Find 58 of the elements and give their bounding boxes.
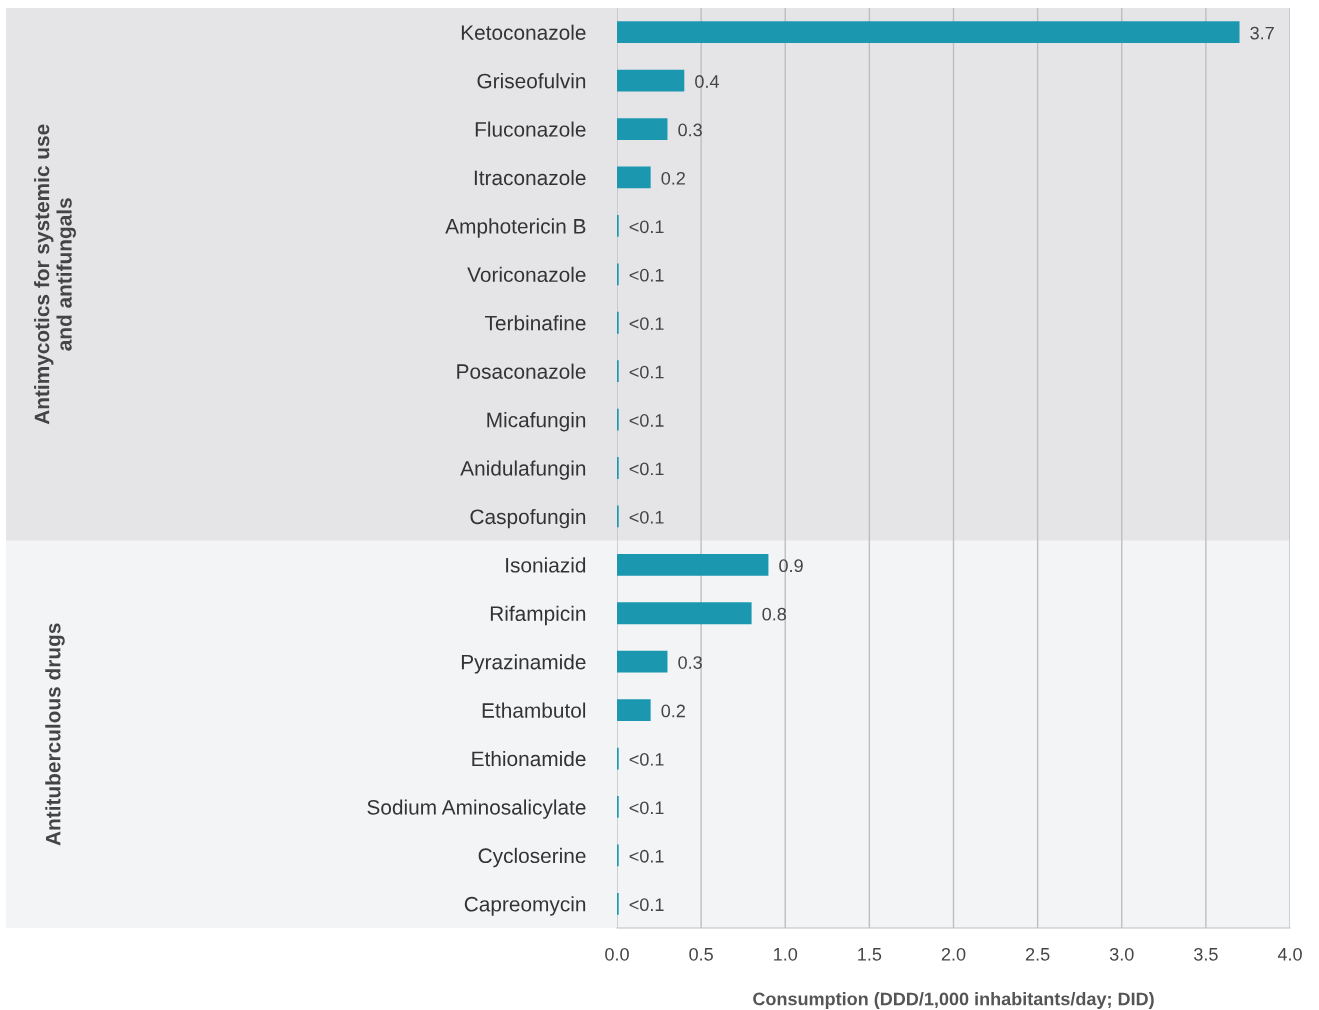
data-label: <0.1	[629, 365, 664, 379]
y-tick-label: Voriconazole	[467, 266, 586, 283]
data-label: 0.4	[695, 75, 719, 88]
y-tick-label: Posaconazole	[457, 363, 586, 379]
data-label: <0.1	[629, 414, 664, 427]
bar	[617, 553, 769, 576]
data-label: 0.8	[762, 607, 787, 621]
data-label: <0.1	[629, 510, 664, 524]
y-tick-label: Capreomycin	[464, 896, 586, 916]
data-label: 0.3	[678, 123, 702, 137]
data-label: <0.1	[629, 849, 664, 863]
y-tick-label: Terbinafine	[485, 315, 586, 331]
x-tick-label: 3.0	[1109, 947, 1134, 961]
x-axis-title: Consumption (DDD/1,000 inhabitants/day; DID)	[753, 992, 1154, 1009]
y-tick-label: Ethionamide	[472, 750, 586, 767]
y-tick-label: Anidulafungin	[460, 460, 586, 480]
y-tick-label: Ethambutol	[482, 702, 586, 718]
bar	[617, 166, 651, 189]
bar	[617, 69, 685, 92]
y-tick-label: Ketoconazole	[461, 24, 586, 40]
y-tick-label: Caspofungin	[470, 508, 586, 529]
data-label: 0.2	[661, 171, 685, 185]
data-label: <0.1	[629, 462, 664, 476]
y-tick-label: Pyrazinamide	[461, 654, 586, 674]
data-label: <0.1	[629, 753, 664, 766]
band-label: Antimycotics for systemic use and antifungals	[34, 124, 76, 425]
data-label: 0.9	[779, 559, 803, 573]
data-label: <0.1	[629, 898, 664, 912]
y-tick-label: Sodium Aminosalicylate	[367, 799, 586, 819]
y-tick-label: Cycloserine	[478, 847, 586, 868]
x-tick-label: 4.0	[1277, 947, 1302, 961]
x-tick-label: 1.0	[774, 947, 798, 961]
data-label: 3.7	[1250, 26, 1274, 40]
x-tick-label: 0.5	[689, 947, 713, 961]
x-tick-label: 1.5	[858, 948, 882, 961]
y-tick-label: Micafungin	[487, 412, 586, 432]
x-tick-label: 2.5	[1025, 947, 1050, 961]
x-tick-label: 0.0	[605, 947, 629, 961]
y-tick-label: Fluconazole	[475, 121, 586, 137]
band-label: Antituberculous drugs	[45, 623, 65, 846]
bar	[617, 21, 1240, 44]
data-label: 0.2	[661, 704, 685, 718]
x-tick-label: 3.5	[1194, 947, 1218, 961]
bar	[617, 118, 668, 140]
data-label: <0.1	[629, 801, 664, 815]
bar	[617, 699, 651, 721]
x-tick-label: 2.0	[941, 947, 966, 961]
y-tick-label: Rifampicin	[490, 605, 586, 626]
y-tick-label: Itraconazole	[474, 169, 586, 186]
data-label: <0.1	[629, 220, 664, 234]
y-tick-label: Griseofulvin	[477, 73, 586, 89]
y-tick-label: Amphotericin B	[445, 218, 586, 238]
data-label: 0.3	[678, 656, 702, 669]
y-tick-label: Isoniazid	[506, 557, 586, 573]
bar	[617, 650, 668, 673]
data-label: <0.1	[629, 317, 664, 330]
bar	[617, 602, 752, 625]
data-label: <0.1	[629, 268, 664, 282]
